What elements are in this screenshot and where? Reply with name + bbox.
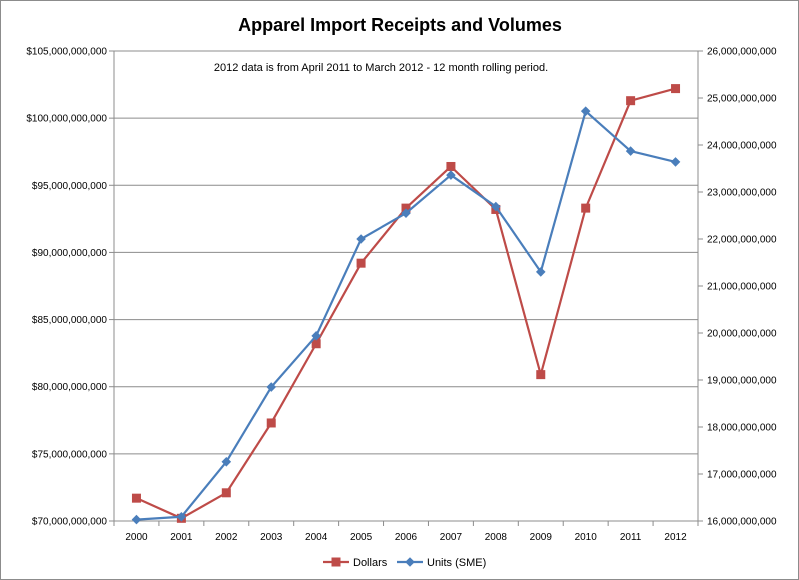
left-axis-tick-labels: $70,000,000,000 $75,000,000,000 $80,000,00… (26, 47, 107, 528)
data-point (266, 382, 277, 392)
x-axis-tick-label: 2003 (260, 532, 283, 543)
chart-title: Apparel Import Receipts and Volumes (238, 15, 562, 35)
x-axis-tick-label: 2008 (485, 532, 508, 543)
data-point (446, 161, 456, 171)
legend-marker (405, 557, 415, 567)
x-axis-tick-label: 2001 (170, 532, 193, 543)
data-point (311, 331, 321, 341)
axes (109, 50, 703, 526)
data-point (581, 203, 591, 213)
right-axis-tick-label: 19,000,000,000 (707, 376, 777, 387)
right-axis-tick-label: 18,000,000,000 (707, 423, 777, 434)
data-point (221, 456, 232, 467)
data-point (626, 96, 636, 106)
right-axis-tick-label: 20,000,000,000 (707, 329, 777, 340)
x-axis-tick-label: 2005 (350, 532, 373, 543)
data-point (671, 84, 681, 94)
data-point (401, 203, 411, 213)
data-point (356, 234, 366, 244)
data-point (401, 208, 411, 218)
left-axis-tick-label: $100,000,000,000 (26, 114, 107, 125)
x-axis-tick-label: 2002 (215, 532, 238, 543)
left-axis-tick-label: $70,000,000,000 (32, 517, 108, 528)
left-axis-tick-label: $90,000,000,000 (32, 248, 108, 259)
x-axis-tick-label: 2000 (125, 532, 148, 543)
right-axis-tick-label: 26,000,000,000 (707, 47, 777, 58)
legend-label: Units (SME) (427, 557, 486, 569)
x-axis-tick-labels: 2000 2001 2002 2003 2004 2005 2006 2007 2008 2009… (125, 532, 687, 543)
data-point (535, 267, 546, 277)
left-axis-tick-label: $75,000,000,000 (32, 449, 108, 460)
right-axis-tick-label: 17,000,000,000 (707, 470, 777, 481)
legend-marker (331, 557, 341, 567)
gridlines (114, 50, 698, 522)
legend-item: Units (SME) (397, 557, 486, 569)
right-axis-tick-label: 22,000,000,000 (707, 235, 777, 246)
data-point (446, 170, 456, 180)
x-axis-tick-label: 2012 (664, 532, 687, 543)
left-axis-tick-label: $80,000,000,000 (32, 382, 108, 393)
x-axis-tick-label: 2006 (395, 532, 418, 543)
legend-label: Dollars (353, 557, 388, 569)
legend-item: Dollars (323, 557, 388, 569)
left-axis-tick-label: $95,000,000,000 (32, 181, 108, 192)
data-point (356, 258, 366, 268)
x-axis-tick-label: 2011 (620, 532, 642, 543)
left-axis-tick-label: $105,000,000,000 (26, 47, 107, 58)
left-axis-tick-label: $85,000,000,000 (32, 315, 108, 326)
chart-annotation: 2012 data is from April 2011 to March 20… (214, 62, 548, 74)
data-point (536, 370, 546, 380)
right-axis-tick-labels: 16,000,000,000 17,000,000,000 18,000,000,0… (707, 47, 777, 528)
data-point (131, 514, 142, 525)
data-point (131, 493, 141, 503)
data-point (221, 488, 231, 498)
series-line (136, 110, 676, 521)
data-point (266, 418, 276, 428)
x-axis-tick-label: 2010 (575, 532, 598, 543)
x-axis-tick-label: 2009 (530, 532, 553, 543)
series-dollars (131, 84, 681, 523)
series-units (131, 106, 681, 525)
x-axis-tick-label: 2007 (440, 532, 463, 543)
right-axis-tick-label: 23,000,000,000 (707, 188, 777, 199)
series (131, 84, 681, 525)
right-axis-tick-label: 16,000,000,000 (707, 517, 777, 528)
data-point (670, 157, 681, 167)
right-axis-tick-label: 24,000,000,000 (707, 141, 777, 152)
data-point (491, 201, 501, 212)
x-axis-tick-label: 2004 (305, 532, 328, 543)
right-axis-tick-label: 21,000,000,000 (707, 282, 777, 293)
data-point (580, 106, 591, 116)
right-axis-tick-label: 25,000,000,000 (707, 94, 777, 105)
data-point (176, 511, 187, 522)
legend: Dollars Units (SME) (323, 557, 486, 569)
data-point (311, 339, 321, 349)
data-point (625, 146, 636, 156)
